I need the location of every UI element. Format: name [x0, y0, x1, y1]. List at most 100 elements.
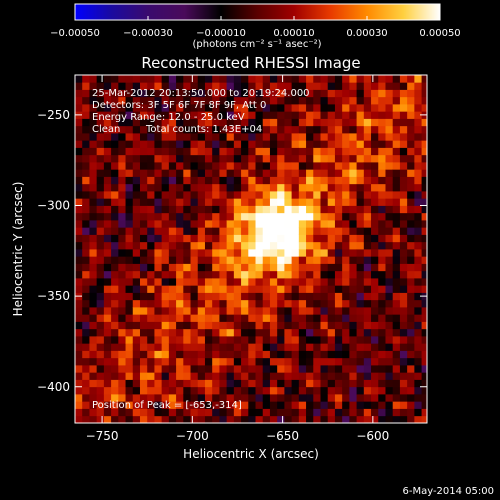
heatmap-cell: [306, 350, 314, 359]
heatmap-cell: [342, 212, 350, 221]
heatmap-cell: [89, 191, 98, 199]
heatmap-cell: [226, 256, 235, 264]
heatmap-cell: [197, 307, 206, 315]
heatmap-cell: [327, 336, 336, 344]
heatmap-cell: [241, 386, 249, 395]
heatmap-cell: [392, 125, 401, 134]
heatmap-cell: [392, 278, 401, 286]
heatmap-cell: [82, 379, 90, 388]
heatmap-cell: [176, 285, 184, 293]
heatmap-cell: [154, 270, 163, 279]
heatmap-cell: [320, 227, 329, 235]
heatmap-cell: [75, 191, 83, 199]
heatmap-cell: [269, 227, 278, 235]
heatmap-cell: [385, 285, 394, 293]
heatmap-cell: [385, 299, 394, 308]
heatmap-cell: [75, 118, 83, 127]
heatmap-cell: [262, 162, 271, 170]
heatmap-cell: [284, 241, 293, 250]
heatmap-cell: [414, 350, 422, 359]
heatmap-cell: [385, 125, 394, 134]
heatmap-cell: [277, 220, 285, 228]
heatmap-cell: [306, 212, 314, 221]
heatmap-cell: [262, 198, 271, 206]
heatmap-cell: [277, 227, 285, 235]
heatmap-cell: [334, 278, 343, 286]
heatmap-cell: [96, 176, 105, 185]
heatmap-cell: [349, 191, 357, 199]
heatmap-cell: [262, 183, 271, 192]
heatmap-cell: [212, 357, 220, 366]
y-axis-label: Heliocentric Y (arcsec): [11, 182, 25, 317]
heatmap-cell: [125, 365, 134, 373]
heatmap-cell: [118, 394, 126, 402]
heatmap-cell: [277, 154, 285, 163]
heatmap-cell: [168, 372, 177, 380]
heatmap-cell: [385, 140, 394, 148]
heatmap-cell: [298, 386, 307, 395]
heatmap-cell: [356, 307, 365, 315]
heatmap-cell: [320, 278, 329, 286]
heatmap-cell: [139, 386, 148, 395]
heatmap-cell: [233, 75, 242, 83]
heatmap-cell: [89, 169, 98, 177]
heatmap-cell: [82, 343, 90, 351]
heatmap-cell: [291, 299, 300, 308]
heatmap-cell: [204, 227, 213, 235]
heatmap-cell: [421, 96, 427, 105]
heatmap-cell: [96, 133, 105, 141]
heatmap-cell: [161, 227, 170, 235]
heatmap-cell: [154, 256, 163, 264]
heatmap-cell: [371, 278, 379, 286]
heatmap-cell: [154, 176, 163, 185]
heatmap-cell: [241, 198, 249, 206]
heatmap-cell: [414, 227, 422, 235]
heatmap-cell: [342, 328, 350, 337]
heatmap-cell: [111, 162, 119, 170]
heatmap-cell: [414, 314, 422, 322]
heatmap-cell: [392, 212, 401, 221]
heatmap-cell: [183, 169, 191, 177]
heatmap-cell: [168, 350, 177, 359]
heatmap-cell: [103, 234, 112, 243]
heatmap-cell: [125, 198, 134, 206]
heatmap-cell: [139, 162, 148, 170]
heatmap-cell: [407, 357, 415, 366]
heatmap-cell: [248, 234, 256, 243]
heatmap-cell: [241, 220, 249, 228]
heatmap-cell: [371, 140, 379, 148]
heatmap-cell: [392, 292, 401, 301]
heatmap-cell: [219, 372, 228, 380]
heatmap-cell: [371, 328, 379, 337]
heatmap-cell: [399, 191, 408, 199]
heatmap-cell: [154, 205, 163, 214]
heatmap-cell: [378, 292, 386, 301]
heatmap-cell: [111, 227, 119, 235]
heatmap-cell: [385, 104, 394, 112]
heatmap-cell: [219, 220, 228, 228]
heatmap-cell: [298, 220, 307, 228]
heatmap-cell: [183, 154, 191, 163]
heatmap-cell: [291, 307, 300, 315]
heatmap-cell: [378, 336, 386, 344]
heatmap-cell: [168, 111, 177, 119]
heatmap-cell: [176, 408, 184, 417]
heatmap-cell: [154, 198, 163, 206]
heatmap-cell: [190, 401, 199, 409]
heatmap-cell: [139, 343, 148, 351]
heatmap-cell: [204, 336, 213, 344]
heatmap-cell: [118, 314, 126, 322]
heatmap-cell: [298, 350, 307, 359]
heatmap-cell: [334, 350, 343, 359]
heatmap-cell: [277, 89, 285, 98]
heatmap-cell: [197, 169, 206, 177]
heatmap-cell: [298, 169, 307, 177]
heatmap-cell: [168, 285, 177, 293]
heatmap-cell: [226, 343, 235, 351]
heatmap-cell: [118, 234, 126, 243]
heatmap-cell: [320, 285, 329, 293]
heatmap-cell: [204, 365, 213, 373]
annotation-counts: Total counts: 1.43E+04: [145, 124, 262, 135]
heatmap-cell: [111, 285, 119, 293]
heatmap-cell: [176, 140, 184, 148]
